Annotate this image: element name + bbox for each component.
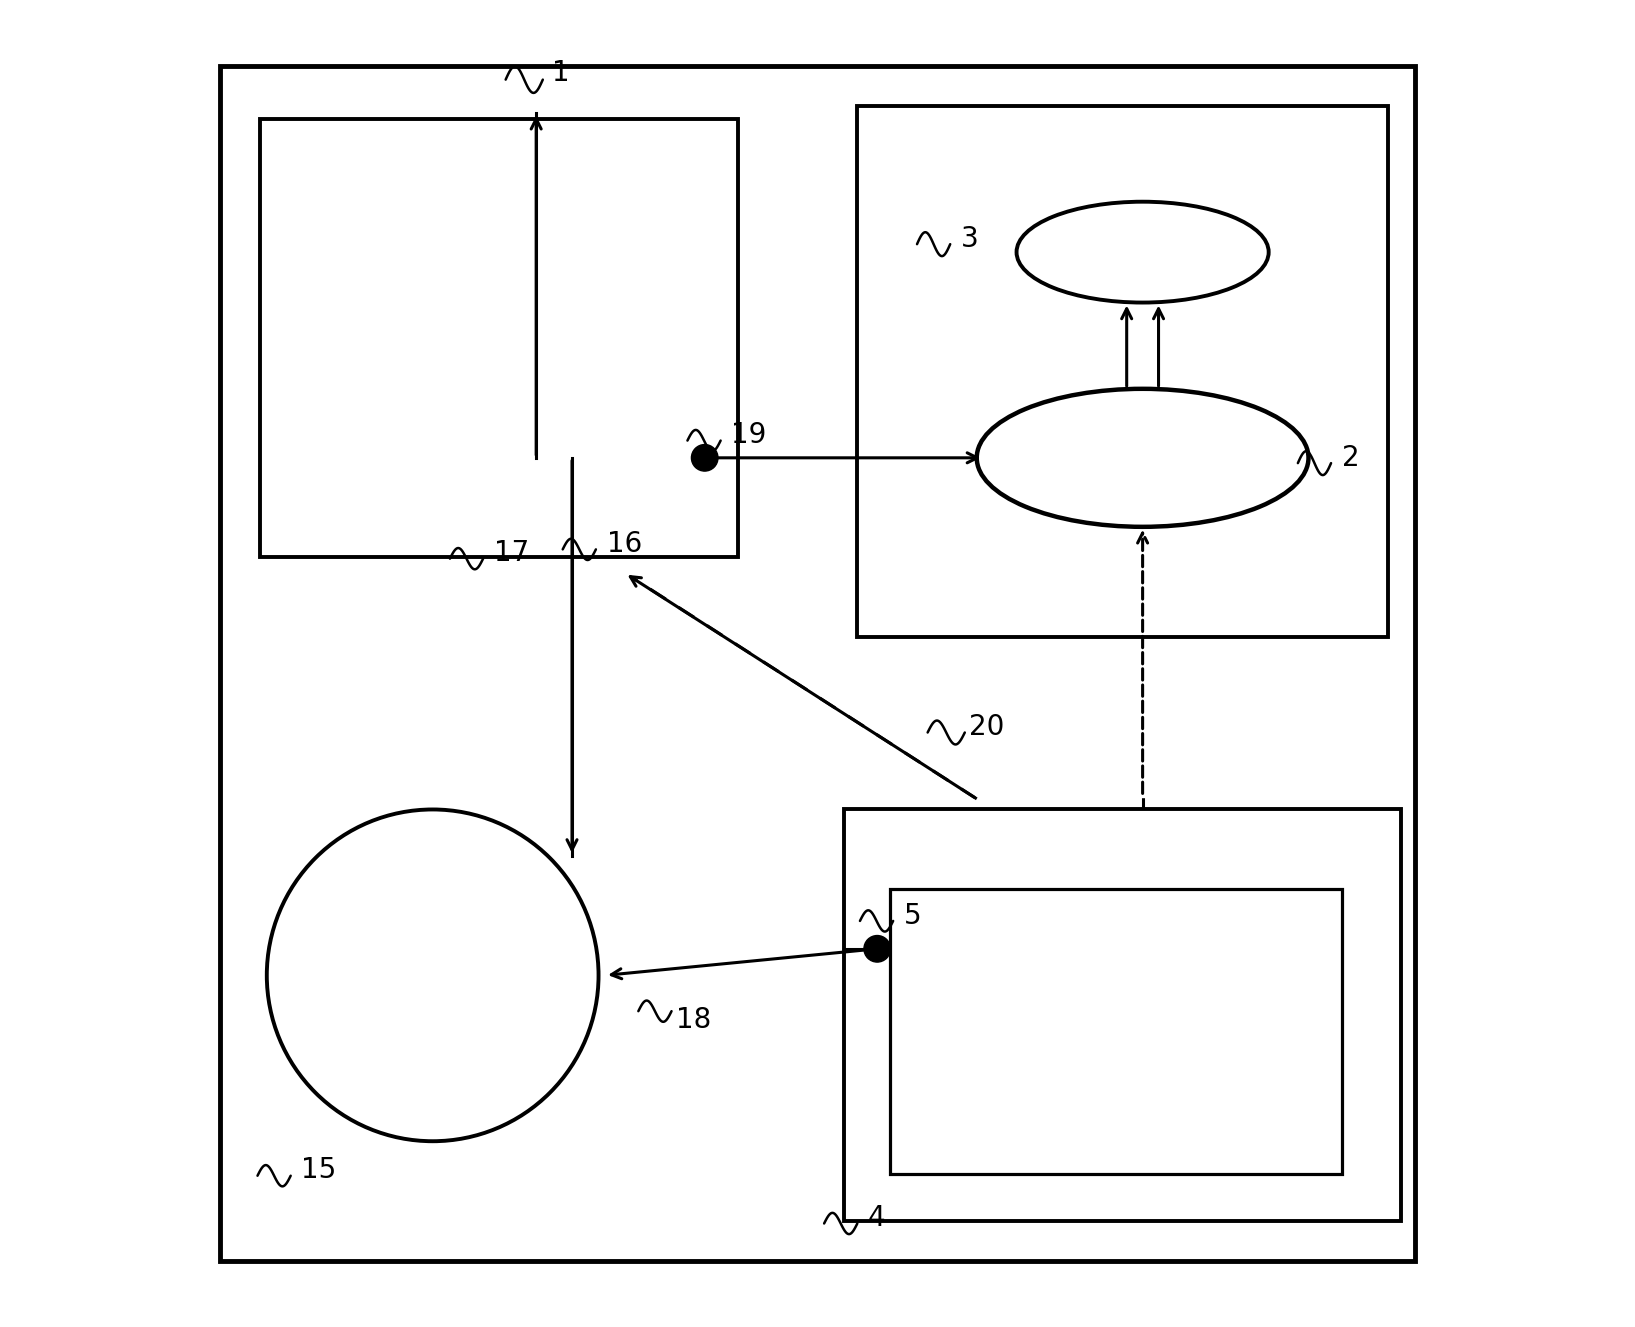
Circle shape	[267, 809, 598, 1141]
Bar	[891, 889, 1342, 1174]
Circle shape	[863, 936, 891, 962]
Circle shape	[692, 445, 718, 471]
Text: 20: 20	[970, 713, 1004, 742]
Bar	[260, 119, 737, 557]
Text: 17: 17	[494, 539, 530, 568]
Text: 5: 5	[904, 901, 922, 930]
Bar	[844, 809, 1401, 1221]
Text: 18: 18	[675, 1006, 711, 1035]
Bar	[857, 106, 1388, 637]
Ellipse shape	[976, 389, 1308, 527]
Text: 3: 3	[961, 224, 979, 253]
Text: 15: 15	[301, 1156, 337, 1185]
Text: 2: 2	[1342, 443, 1359, 472]
Text: 16: 16	[607, 529, 643, 559]
Text: 19: 19	[731, 421, 767, 450]
Text: 1: 1	[553, 58, 569, 88]
Ellipse shape	[1017, 202, 1269, 303]
Text: 4: 4	[868, 1204, 886, 1233]
